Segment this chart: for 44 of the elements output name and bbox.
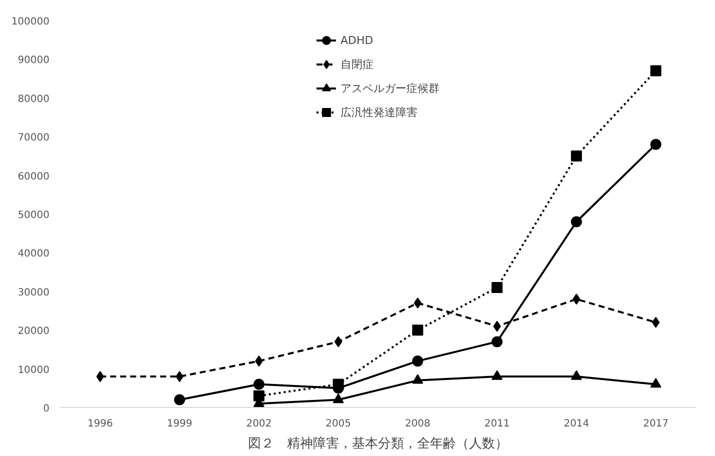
text: 図２ 精神障害，基本分類，全年齢（人数） <box>248 436 508 452</box>
y-tick-label: 0 <box>43 404 50 414</box>
point <box>414 298 422 309</box>
x-tick-label: 2008 <box>404 418 430 430</box>
x-tick-label: 2014 <box>564 418 590 430</box>
legend-label: 自閉症 <box>340 56 374 72</box>
point <box>650 138 662 150</box>
y-tick-label: 60000 <box>18 171 50 182</box>
x-tick-label: 1996 <box>87 418 113 430</box>
x-tick-label: 2017 <box>643 418 669 430</box>
point <box>174 394 186 406</box>
point <box>652 316 660 328</box>
point <box>332 393 344 404</box>
point <box>570 150 582 162</box>
point <box>253 378 264 390</box>
point <box>253 390 264 402</box>
point <box>570 216 582 228</box>
y-tick-label: 50000 <box>18 210 50 221</box>
point <box>492 370 503 380</box>
y-tick-label: 90000 <box>18 55 50 66</box>
y-tick-label: 70000 <box>18 132 50 144</box>
y-tick-label: 100000 <box>11 16 50 28</box>
x-tick-label: 1999 <box>166 418 192 430</box>
point <box>334 336 342 348</box>
point <box>96 371 104 382</box>
legend-label: ADHD <box>340 34 374 46</box>
legend-label: 広汎性発達障害 <box>340 104 418 120</box>
y-tick-label: 80000 <box>18 94 50 105</box>
x-tick-label: 2011 <box>484 418 510 430</box>
point <box>492 336 503 348</box>
point <box>412 324 424 336</box>
x-tick-label: 2005 <box>326 418 352 430</box>
point <box>650 378 662 388</box>
y-tick-label: 40000 <box>18 248 50 260</box>
point <box>412 356 424 367</box>
point <box>650 65 662 76</box>
y-tick-label: 10000 <box>18 364 50 376</box>
y-tick-label: 20000 <box>18 326 50 338</box>
legend-label: アスペルガー症候群 <box>340 80 440 96</box>
point <box>492 282 503 294</box>
point <box>412 374 424 384</box>
y-tick-label: 30000 <box>18 287 50 298</box>
x-tick-label: 2002 <box>246 418 272 430</box>
point <box>570 370 582 380</box>
